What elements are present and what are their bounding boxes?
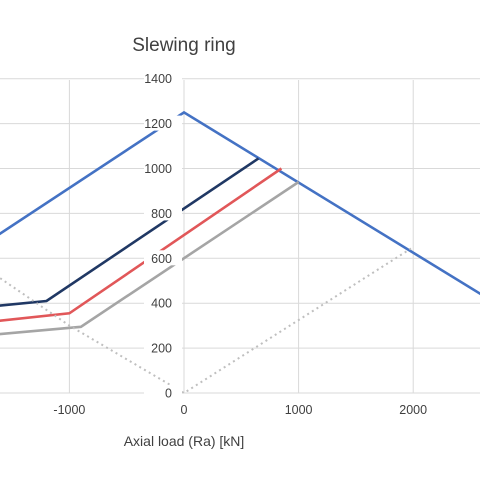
grid-lines	[0, 78, 480, 394]
y-tick-label: 1200	[144, 117, 172, 131]
y-tick-label-bg	[144, 295, 182, 311]
y-tick-label: 0	[165, 387, 172, 401]
series-layer	[0, 110, 480, 395]
series-line-3	[0, 180, 300, 336]
chart-title: Slewing ring	[132, 35, 236, 56]
series-line-0	[0, 110, 480, 296]
y-tick-label: 600	[151, 252, 172, 266]
series-line-4	[0, 246, 414, 395]
y-tick-label-bg	[144, 205, 182, 221]
x-tick-label: 1000	[285, 403, 313, 417]
y-tick-label-bg	[144, 385, 182, 400]
x-tick-label: -1000	[53, 403, 85, 417]
y-tick-label: 200	[151, 342, 172, 356]
y-tick-label: 800	[151, 207, 172, 221]
x-tick-label: 2000	[399, 403, 427, 417]
x-axis-ticks: -3000-2000-100001000200030004000500	[53, 403, 427, 417]
series-line-1	[0, 157, 260, 307]
series-line-2	[0, 167, 283, 323]
y-tick-label: 1400	[144, 72, 172, 86]
x-tick-label: 0	[181, 403, 188, 417]
y-tick-label: 1000	[144, 162, 172, 176]
y-tick-label-bg	[144, 250, 182, 266]
y-tick-label-bg	[144, 340, 182, 356]
y-tick-label-bg	[144, 70, 182, 86]
y-axis-ticks: 0 200 400 600 800 1000 1200 1400	[144, 70, 182, 401]
y-tick-label: 400	[151, 297, 172, 311]
y-tick-label-bg	[144, 115, 182, 131]
y-tick-label-bg	[144, 160, 182, 176]
x-axis-title: Axial load (Ra) [kN]	[124, 433, 245, 449]
